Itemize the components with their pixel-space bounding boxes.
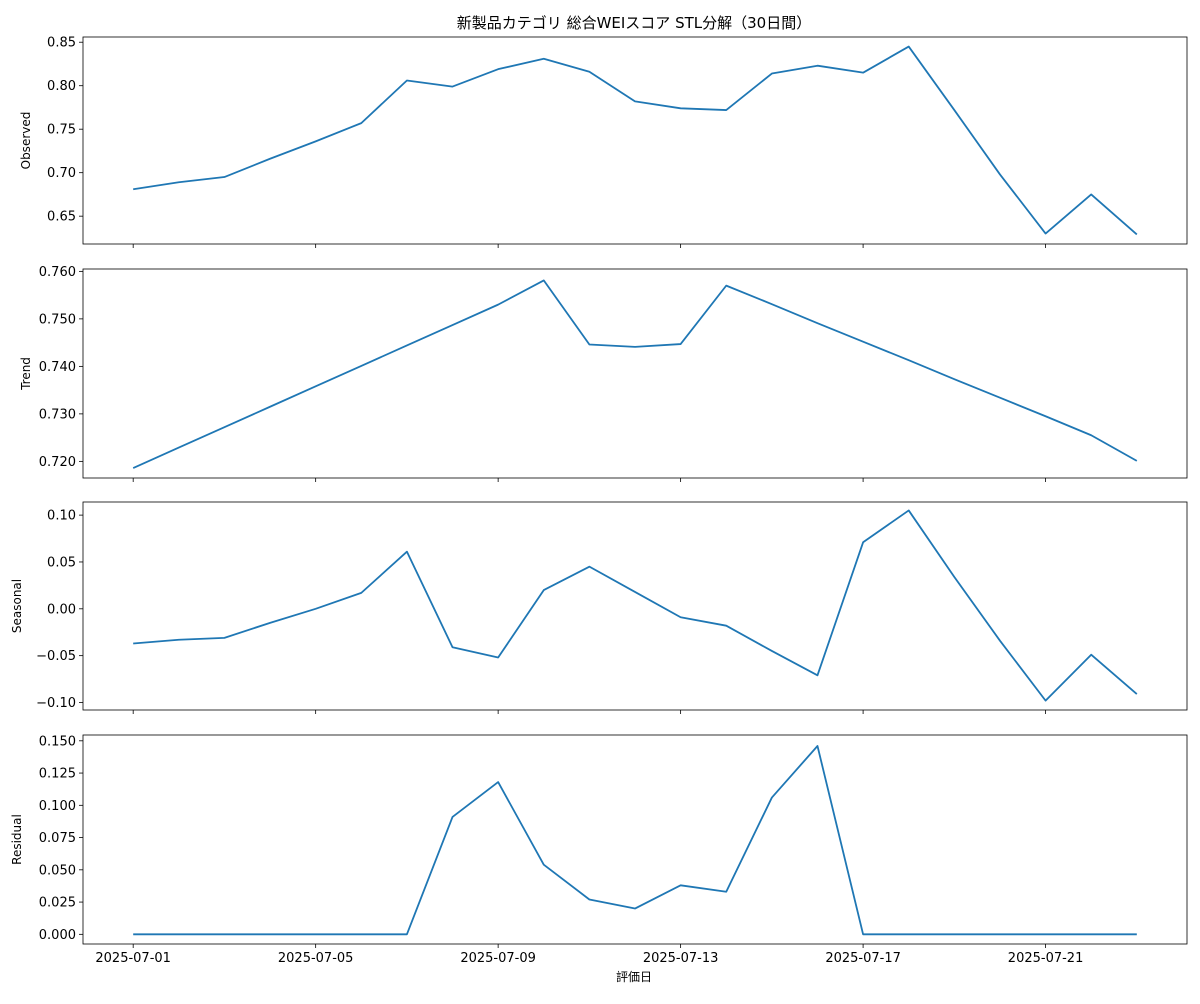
xtick-label: 2025-07-13 — [643, 951, 719, 966]
seasonal-axes-frame — [82, 501, 1188, 711]
figure-title: 新製品カテゴリ 総合WEIスコア STL分解（30日間） — [457, 14, 811, 32]
seasonal-series-line — [133, 509, 1138, 702]
trend-ytick-label: 0.750 — [39, 312, 76, 327]
residual-axes-frame — [82, 734, 1188, 945]
trend-ytick-label: 0.760 — [39, 265, 76, 280]
seasonal-ytick-label: 0.05 — [47, 555, 76, 570]
residual-ytick-label: 0.150 — [39, 734, 76, 749]
trend-ytick-label: 0.740 — [39, 360, 76, 375]
observed-series-line — [133, 45, 1138, 236]
trend-ytick-label: 0.730 — [39, 407, 76, 422]
residual-ytick-label: 0.050 — [39, 863, 76, 878]
observed-ytick-label: 0.70 — [47, 166, 76, 181]
residual-ytick-label: 0.100 — [39, 799, 76, 814]
xtick-label: 2025-07-05 — [278, 951, 354, 966]
xtick-label: 2025-07-21 — [1008, 951, 1084, 966]
residual-ytick-label: 0.125 — [39, 767, 76, 782]
seasonal-ytick-label: 0.00 — [47, 602, 76, 617]
seasonal-ylabel: Seasonal — [10, 579, 24, 633]
residual-ytick-label: 0.000 — [39, 928, 76, 943]
seasonal-ytick-label: −0.10 — [36, 696, 76, 711]
trend-series-line — [132, 279, 1138, 469]
xtick-label: 2025-07-17 — [825, 951, 901, 966]
residual-ytick-label: 0.025 — [39, 896, 76, 911]
residual-series-line — [133, 745, 1137, 936]
observed-axes-frame — [82, 36, 1188, 245]
trend-axes-frame — [82, 268, 1188, 479]
trend-ylabel: Trend — [19, 357, 33, 391]
xtick-label: 2025-07-09 — [460, 951, 536, 966]
observed-ytick-label: 0.80 — [47, 79, 76, 94]
observed-ytick-label: 0.75 — [47, 123, 76, 138]
seasonal-ytick-label: 0.10 — [47, 509, 76, 524]
x-axis-label: 評価日 — [616, 969, 652, 984]
seasonal-ytick-label: −0.05 — [36, 649, 76, 664]
residual-ylabel: Residual — [10, 814, 24, 865]
xtick-label: 2025-07-01 — [95, 951, 171, 966]
observed-ytick-label: 0.85 — [47, 36, 76, 51]
trend-ytick-label: 0.720 — [39, 455, 76, 470]
observed-ylabel: Observed — [19, 112, 33, 170]
residual-ytick-label: 0.075 — [39, 831, 76, 846]
observed-ytick-label: 0.65 — [47, 210, 76, 225]
